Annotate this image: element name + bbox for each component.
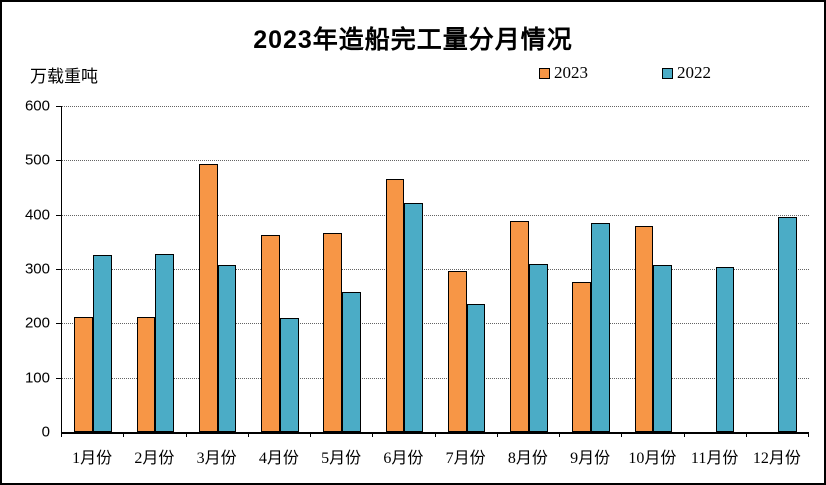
x-axis-label-10月份: 10月份 (628, 450, 677, 467)
x-axis-label-2月份: 2月份 (134, 450, 175, 467)
y-axis-tick-400 (56, 214, 61, 216)
y-axis-label-0: 0 (41, 423, 50, 441)
y-axis-label-500: 500 (24, 151, 50, 169)
x-axis-label-11月份: 11月份 (690, 450, 739, 467)
x-axis-label-3月份: 3月份 (196, 450, 237, 467)
x-axis-tick-5 (372, 432, 374, 437)
x-axis-tick-6 (434, 432, 436, 437)
y-axis-tick-200 (56, 323, 61, 325)
legend-item-2022: 2022 (662, 63, 711, 82)
bar-2022-1月份 (93, 254, 112, 432)
y-axis-label-100: 100 (24, 369, 50, 387)
x-axis-tick-8 (559, 432, 560, 437)
bar-2023-4月份 (261, 235, 280, 432)
bar-2022-7月份 (466, 304, 486, 432)
x-axis-tick-7 (496, 432, 498, 437)
bar-2022-9月份 (591, 222, 610, 432)
x-axis-label-8月份: 8月份 (507, 450, 548, 467)
bar-2022-6月份 (404, 203, 424, 432)
bar-2022-8月份 (528, 263, 548, 432)
y-axis-tick-300 (56, 269, 61, 270)
x-axis-label-6月份: 6月份 (383, 450, 424, 467)
x-axis-tick-12 (808, 432, 809, 437)
y-axis-tick-600 (56, 106, 61, 107)
chart-title: 2023年造船完工量分月情况 (253, 26, 573, 54)
x-axis-tick-1 (123, 432, 125, 437)
legend-label-2022: 2022 (677, 63, 711, 82)
bar-2022-3月份 (217, 264, 237, 432)
x-axis-label-9月份: 9月份 (570, 450, 611, 467)
gridline-500 (62, 160, 809, 162)
y-axis-unit-label: 万载重吨 (30, 67, 98, 86)
y-axis-tick-500 (56, 160, 61, 162)
y-axis-label-600: 600 (24, 97, 50, 115)
bar-2023-2月份 (136, 316, 156, 432)
bar-2022-11月份 (715, 267, 735, 432)
bar-2023-3月份 (198, 163, 218, 432)
gridline-400 (62, 214, 809, 216)
gridline-100 (62, 377, 809, 379)
plot-area (61, 106, 809, 434)
x-axis-tick-10 (683, 432, 685, 437)
bar-2023-10月份 (634, 225, 654, 432)
legend-item-2023: 2023 (539, 63, 588, 82)
bar-2022-5月份 (342, 292, 361, 432)
bar-2023-7月份 (447, 271, 467, 432)
x-axis-tick-11 (745, 432, 747, 437)
x-axis-tick-3 (247, 432, 249, 437)
bar-2023-6月份 (385, 179, 405, 432)
bar-2023-1月份 (74, 317, 94, 432)
y-axis-label-400: 400 (24, 206, 50, 224)
bar-2022-12月份 (777, 216, 797, 432)
x-axis-tick-2 (185, 432, 187, 437)
bar-2022-10月份 (653, 264, 673, 432)
bar-2022-2月份 (155, 254, 175, 432)
y-axis-tick-100 (56, 377, 61, 379)
bar-2023-8月份 (510, 221, 529, 432)
legend-label-2023: 2023 (554, 63, 588, 82)
bar-2023-9月份 (572, 282, 592, 432)
x-axis-label-1月份: 1月份 (72, 450, 113, 467)
gridline-600 (62, 106, 809, 107)
x-axis-label-7月份: 7月份 (445, 450, 486, 467)
x-axis-tick-4 (310, 432, 311, 437)
x-axis-tick-0 (61, 432, 62, 437)
x-axis-label-4月份: 4月份 (258, 450, 299, 467)
legend-swatch-2022 (662, 67, 673, 79)
legend-swatch-2023 (539, 67, 550, 79)
x-axis-tick-9 (621, 432, 623, 437)
y-axis-label-300: 300 (24, 260, 50, 278)
gridline-200 (62, 323, 809, 325)
y-axis-label-200: 200 (24, 314, 50, 332)
bar-2023-5月份 (323, 232, 343, 432)
x-axis-label-12月份: 12月份 (752, 450, 801, 467)
bar-2022-4月份 (279, 317, 299, 432)
gridline-300 (62, 269, 809, 270)
x-axis-label-5月份: 5月份 (321, 450, 362, 467)
